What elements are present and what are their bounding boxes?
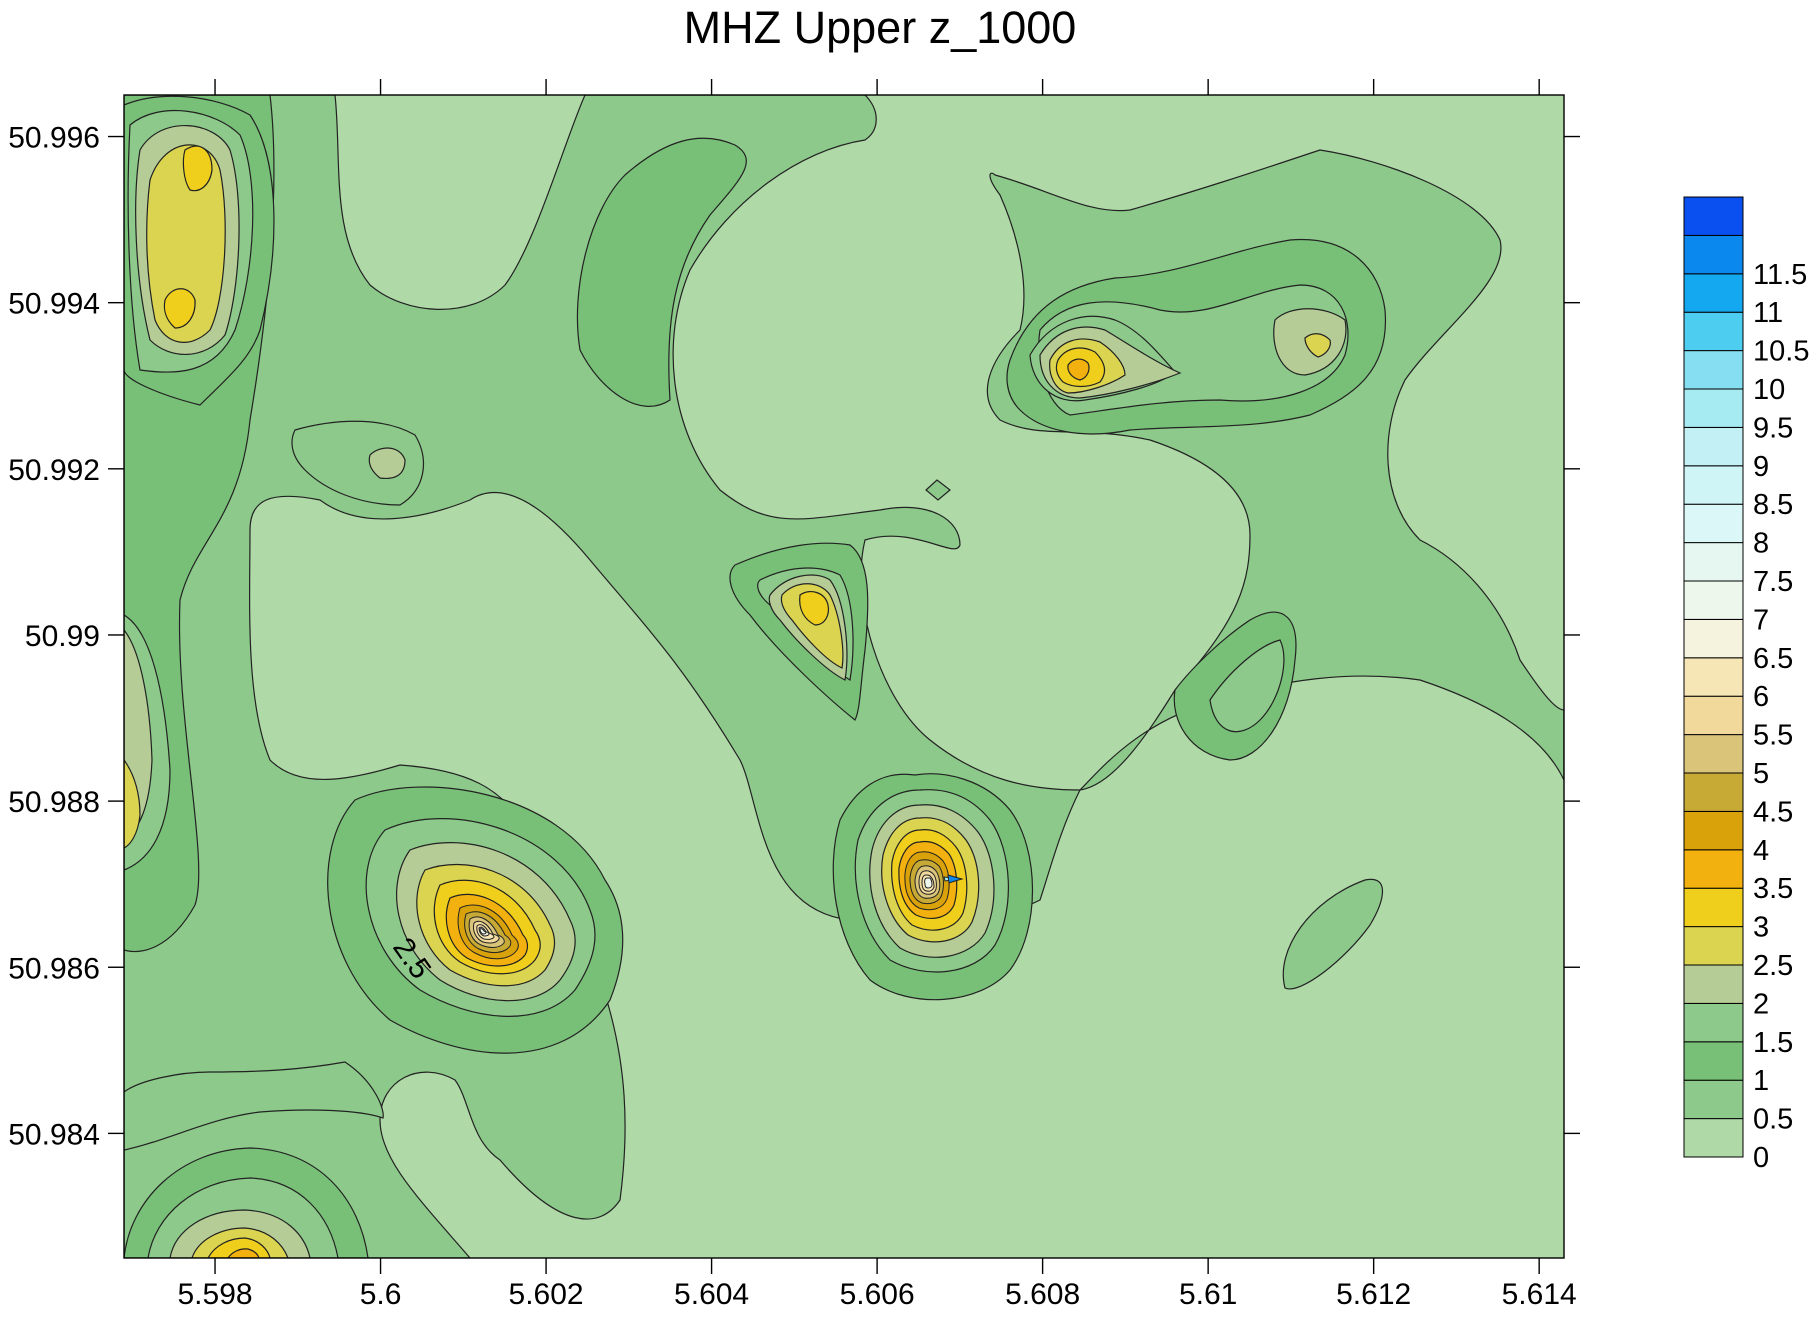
legend-label: 11 [1753,297,1783,329]
x-tick-label: 5.612 [1336,1278,1411,1311]
legend-label: 9.5 [1753,412,1793,444]
legend-swatch [1683,388,1744,428]
legend-swatch [1683,695,1744,736]
legend-label: 7 [1753,604,1769,636]
legend-swatch [1683,887,1744,928]
y-tick-label: 50.994 [8,288,100,321]
legend-label: 1.5 [1753,1027,1793,1059]
legend: 00.511.522.533.544.555.566.577.588.599.5… [1683,196,1809,1174]
level-0.5-island-se [1282,878,1383,990]
legend-swatch [1683,196,1744,236]
legend-swatch [1683,657,1744,697]
x-tick-label: 5.614 [1502,1278,1577,1311]
legend-swatch [1683,426,1744,467]
legend-swatch [1683,503,1744,544]
legend-swatch [1683,734,1744,774]
x-tick-label: 5.606 [840,1278,915,1311]
level-11-ring-east-peak [947,874,964,884]
legend-label: 6 [1753,681,1769,713]
legend-swatch [1683,964,1744,1004]
level-3-area-ul-lower [163,288,196,329]
y-tick-label: 50.996 [8,122,100,155]
level-1.5-area-mid [291,420,424,506]
legend-label: 3 [1753,912,1769,944]
level-1.5-diamond [925,479,951,501]
level-2-area-small [368,447,406,480]
level-3-area-mid-peak [799,591,830,626]
legend-swatch [1683,234,1744,275]
legend-swatch [1683,926,1744,966]
legend-label: 5.5 [1753,720,1793,752]
plot-area [124,95,1564,1258]
legend-swatch [1683,580,1744,620]
x-tick-label: 5.61 [1179,1278,1237,1311]
legend-label: 10 [1753,374,1785,406]
legend-swatch [1683,618,1744,659]
y-tick-label: 50.992 [8,454,100,487]
legend-label: 7.5 [1753,566,1793,598]
y-tick-label: 50.99 [25,620,100,653]
legend-swatch [1683,465,1744,505]
legend-label: 6.5 [1753,643,1793,675]
legend-swatch [1683,1118,1744,1158]
legend-label: 2 [1753,988,1769,1020]
legend-swatch [1683,350,1744,390]
legend-label: 8.5 [1753,489,1793,521]
x-tick-label: 5.598 [177,1278,252,1311]
x-tick-label: 5.604 [674,1278,749,1311]
axes: 5.598 5.6 5.602 5.604 5.606 5.608 5.61 5.612 5.6… [8,79,1580,1311]
x-tick-label: 5.608 [1005,1278,1080,1311]
legend-swatch [1683,1041,1744,1081]
legend-label: 9 [1753,451,1769,483]
legend-swatch [1683,810,1744,851]
level-1-ring-north [576,137,747,407]
level-2.5-area-left [124,758,141,849]
legend-label: 2.5 [1753,950,1793,982]
legend-label: 5 [1753,758,1769,790]
legend-swatch [1683,1002,1744,1043]
legend-label: 8 [1753,528,1769,560]
level-3.5-area-sw [227,1248,260,1258]
legend-label: 10.5 [1753,336,1809,368]
level-0.5-left-lower [124,1061,384,1151]
chart-title: MHZ Upper z_1000 [683,2,1077,53]
x-tick-label: 5.6 [360,1278,402,1311]
plot-frame [123,94,1565,1259]
x-tick-label: 5.602 [509,1278,584,1311]
legend-label: 4 [1753,835,1769,867]
legend-label: 1 [1753,1065,1769,1097]
legend-label: 4.5 [1753,796,1793,828]
level-7-ring-center [479,928,487,935]
legend-swatch [1683,849,1744,889]
y-tick-label: 50.988 [8,786,100,819]
legend-swatch [1683,542,1744,582]
legend-label: 3.5 [1753,873,1793,905]
legend-swatch [1683,311,1744,352]
level-3-area-ul-upper [182,145,213,192]
level-1.5-area-right [1209,639,1285,733]
legend-swatch [1683,1079,1744,1120]
level-6.5-ring-east-peak [924,877,933,889]
legend-label: 0.5 [1753,1104,1793,1136]
level-3.5-area-ne-peak [1067,358,1090,381]
legend-label: 11.5 [1753,259,1807,291]
legend-swatch [1683,772,1744,812]
legend-label: 0 [1753,1142,1769,1174]
legend-swatch [1683,273,1744,313]
level-2.5-area-ne-small [1304,333,1331,358]
y-tick-label: 50.986 [8,952,100,985]
y-tick-label: 50.984 [8,1118,100,1151]
